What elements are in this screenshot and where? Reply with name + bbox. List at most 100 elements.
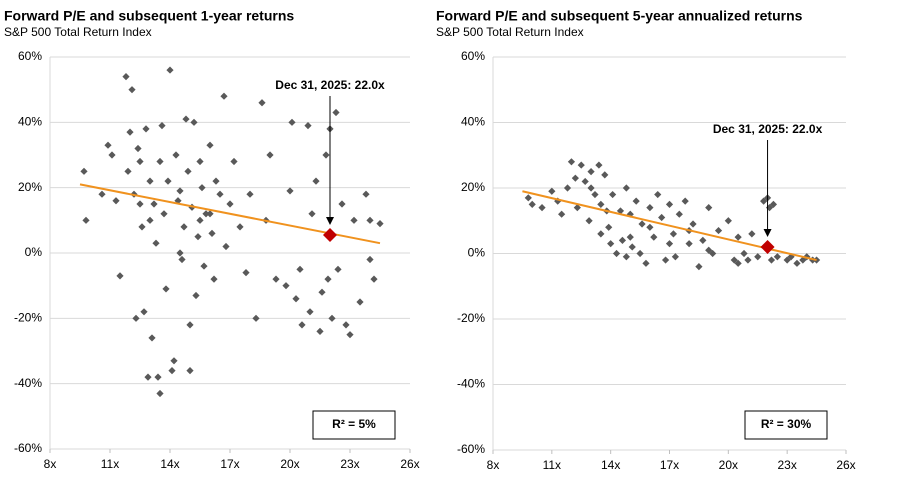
scatter-point — [202, 210, 210, 218]
scatter-point — [734, 259, 742, 267]
scatter-point — [108, 151, 116, 159]
scatter-point — [104, 141, 112, 149]
scatter-point — [748, 230, 756, 238]
scatter-point — [122, 73, 130, 81]
scatter-point — [744, 256, 752, 264]
scatter-point — [338, 200, 346, 208]
scatter-point — [126, 128, 134, 136]
scatter-point — [144, 373, 152, 381]
r-squared-box — [744, 410, 828, 440]
scatter-point — [112, 197, 120, 205]
chart-subtitle: S&P 500 Total Return Index — [436, 25, 584, 39]
scatter-point — [622, 184, 630, 192]
scatter-point — [266, 151, 274, 159]
x-tick-label: 23x — [777, 458, 796, 472]
x-tick-label: 26x — [836, 458, 855, 472]
scatter-point — [116, 272, 124, 280]
scatter-point — [252, 314, 260, 322]
scatter-point — [236, 223, 244, 231]
scatter-point — [362, 190, 370, 198]
scatter-point — [308, 210, 316, 218]
highlight-point — [323, 228, 337, 243]
scatter-point — [571, 174, 579, 182]
scatter-point — [609, 190, 617, 199]
scatter-point — [296, 265, 304, 273]
x-tick-label: 11x — [543, 458, 561, 472]
scatter-point — [616, 207, 625, 215]
scatter-point — [342, 321, 350, 329]
scatter-point — [636, 249, 644, 258]
annotation: Dec 31, 2025: 22.0x — [713, 122, 823, 136]
scatter-point — [146, 216, 154, 224]
scatter-point — [665, 240, 674, 248]
scatter-point — [581, 177, 589, 186]
scatter-point — [650, 233, 658, 241]
scatter-point — [200, 262, 208, 270]
scatter-point — [799, 256, 807, 264]
scatter-point — [298, 321, 306, 329]
scatter-point — [573, 204, 581, 212]
scatter-point — [132, 314, 140, 322]
chart-title: Forward P/E and subsequent 5-year annual… — [436, 8, 803, 24]
arrow-head — [763, 228, 772, 237]
chart-subtitle: S&P 500 Total Return Index — [4, 25, 152, 39]
r-squared-box — [312, 410, 396, 440]
scatter-point — [699, 236, 707, 244]
scatter-point — [675, 210, 683, 218]
scatter-point — [168, 367, 176, 375]
scatter-point — [669, 230, 678, 238]
scatter-point — [587, 184, 595, 192]
scatter-point — [324, 275, 332, 283]
scatter-point — [172, 151, 180, 159]
scatter-point — [370, 275, 378, 283]
scatter-point — [80, 167, 88, 175]
scatter-point — [812, 256, 821, 264]
scatter-point — [734, 233, 742, 241]
scatter-point — [626, 233, 634, 241]
scatter-point — [689, 220, 697, 228]
scatter-point — [158, 122, 166, 130]
scatter-point — [136, 157, 144, 166]
y-tick-label: -60% — [14, 441, 42, 455]
scatter-point — [714, 226, 723, 235]
scatter-point — [176, 249, 184, 257]
scatter-point — [138, 223, 146, 231]
r-squared-label: R² = 5% — [332, 417, 376, 431]
scatter-point — [176, 187, 184, 195]
scatter-point — [160, 210, 168, 218]
scatter-point — [292, 295, 300, 303]
scatter-point — [654, 190, 662, 199]
scatter-point — [164, 177, 172, 185]
scatter-point — [334, 265, 342, 273]
scatter-point — [646, 223, 654, 231]
scatter-point — [754, 253, 762, 261]
scatter-point — [166, 66, 174, 74]
scatter-point — [646, 204, 654, 212]
scatter-point — [346, 331, 354, 339]
y-tick-label: 0% — [25, 245, 43, 259]
scatter-point — [208, 229, 216, 237]
scatter-point — [787, 253, 795, 261]
y-tick-label: -40% — [14, 376, 42, 390]
scatter-point — [328, 314, 336, 322]
scatter-point — [366, 255, 374, 264]
scatter-point — [194, 233, 202, 241]
scatter-point — [286, 187, 294, 195]
scatter-point — [558, 210, 566, 218]
scatter-point — [366, 216, 374, 224]
scatter-point — [222, 242, 230, 251]
scatter-point — [258, 99, 266, 107]
scatter-point — [82, 216, 90, 224]
scatter-point — [601, 171, 609, 179]
scatter-point — [524, 194, 532, 202]
scatter-point — [206, 141, 214, 149]
x-tick-label: 11x — [101, 457, 119, 471]
scatter-point — [773, 253, 781, 261]
scatter-point — [230, 157, 238, 166]
scatter-point — [180, 223, 188, 231]
scatter-point — [628, 243, 636, 251]
scatter-point — [136, 200, 144, 208]
scatter-point — [210, 275, 218, 283]
y-tick-label: 60% — [18, 49, 42, 63]
scatter-point — [591, 190, 599, 199]
